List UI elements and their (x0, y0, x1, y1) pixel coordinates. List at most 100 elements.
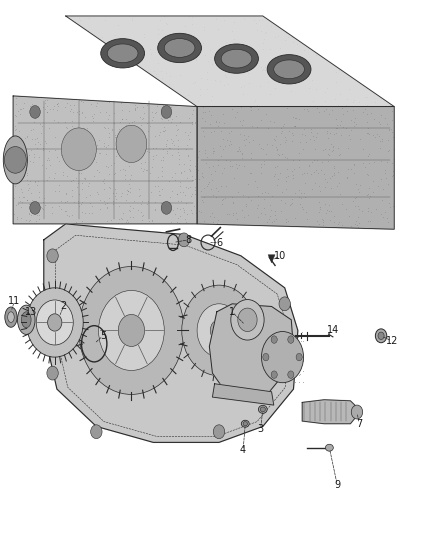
Point (122, 401, 129, 410)
Point (187, 375, 194, 383)
Point (223, 181, 230, 190)
Point (177, 212, 184, 220)
Point (139, 434, 146, 443)
Point (229, 26, 236, 35)
Point (161, 12, 168, 20)
Point (124, 218, 131, 227)
Point (49, 203, 56, 212)
Point (206, 312, 213, 320)
Point (148, 50, 155, 59)
Point (90, 341, 97, 350)
Point (209, 191, 216, 199)
Point (110, 119, 117, 127)
Point (155, 131, 162, 139)
Point (94, 141, 101, 149)
Point (271, 277, 278, 285)
Point (39, 122, 46, 131)
Point (198, 292, 205, 300)
Point (141, 33, 148, 41)
Point (288, 167, 295, 175)
Point (92, 243, 99, 251)
Point (58, 349, 65, 358)
Point (283, 177, 290, 185)
Point (314, 156, 321, 164)
Point (267, 205, 274, 214)
Point (390, 145, 397, 154)
Point (199, 375, 206, 384)
Point (43, 319, 50, 328)
Point (299, 327, 306, 336)
Point (171, 141, 178, 149)
Point (117, 357, 124, 365)
Point (135, 424, 142, 433)
Point (144, 147, 151, 155)
Point (174, 124, 181, 133)
Point (240, 116, 247, 124)
Point (213, 117, 220, 125)
Point (133, 135, 140, 144)
Point (270, 172, 277, 180)
Point (222, 193, 229, 202)
Point (64, 278, 71, 286)
Point (236, 356, 243, 365)
Point (259, 334, 266, 343)
Point (104, 390, 111, 399)
Point (207, 170, 214, 179)
Point (50, 241, 57, 250)
Point (32, 139, 39, 148)
Point (64, 99, 71, 107)
Point (184, 91, 191, 100)
Point (122, 171, 129, 179)
Point (276, 293, 283, 301)
Point (145, 217, 152, 225)
Point (130, 52, 137, 61)
Circle shape (261, 332, 304, 383)
Point (168, 382, 175, 391)
Point (21, 154, 28, 163)
Point (96, 406, 103, 414)
Point (205, 296, 212, 305)
Point (333, 129, 340, 138)
Point (272, 366, 279, 375)
Point (227, 349, 234, 357)
Point (211, 213, 218, 221)
Point (114, 373, 121, 381)
Point (305, 84, 312, 93)
Point (256, 406, 263, 415)
Point (35, 177, 42, 185)
Point (322, 144, 329, 153)
Point (179, 354, 186, 362)
Point (175, 35, 182, 44)
Point (258, 383, 265, 392)
Point (385, 147, 392, 156)
Point (252, 323, 259, 332)
Point (157, 366, 164, 375)
Point (69, 122, 76, 131)
Point (315, 208, 322, 216)
Point (304, 107, 311, 115)
Point (208, 381, 215, 390)
Point (97, 149, 104, 157)
Point (69, 273, 76, 281)
Point (301, 169, 308, 177)
Point (276, 321, 283, 330)
Point (365, 128, 372, 137)
Point (260, 353, 267, 361)
Point (24, 196, 31, 204)
Point (126, 206, 133, 215)
Point (96, 367, 103, 376)
Point (291, 122, 298, 131)
Point (377, 110, 384, 119)
Point (381, 166, 388, 174)
Point (267, 382, 274, 390)
Point (218, 359, 225, 368)
Point (46, 304, 53, 313)
Point (102, 150, 109, 159)
Point (152, 313, 159, 321)
Text: 4: 4 (240, 446, 246, 455)
Point (217, 323, 224, 332)
Point (24, 185, 31, 194)
Point (386, 125, 393, 134)
Point (262, 63, 269, 71)
Point (89, 238, 96, 247)
